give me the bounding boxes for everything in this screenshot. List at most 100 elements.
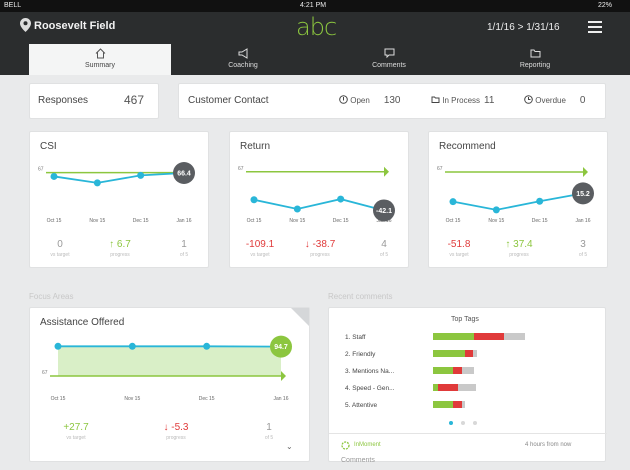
x-tick-label: Dec 15 <box>333 218 349 224</box>
folder-icon <box>530 49 540 58</box>
data-point[interactable] <box>203 342 211 350</box>
data-point[interactable] <box>293 205 301 213</box>
comments-next-label: Comments <box>341 457 375 464</box>
current-value-badge[interactable] <box>173 162 195 185</box>
inmoment-logo-icon <box>341 441 350 450</box>
tag-bar-positive[interactable] <box>433 350 466 357</box>
stat-caption: vs target <box>250 252 270 258</box>
date-range-selector[interactable]: 1/1/16 > 1/31/16 <box>487 22 560 33</box>
tag-bar-neutral[interactable] <box>462 367 475 374</box>
data-point[interactable] <box>50 172 58 180</box>
responses-label: Responses <box>38 95 89 106</box>
tag-bar-negative[interactable] <box>474 333 504 340</box>
location-name[interactable]: Roosevelt Field <box>34 20 116 32</box>
in-process-count[interactable]: In Process 11 <box>431 95 494 106</box>
target-label: 67 <box>42 370 48 376</box>
data-point[interactable] <box>337 195 345 203</box>
target-arrow-icon <box>384 166 389 177</box>
tab-comments[interactable]: Comments <box>318 44 460 75</box>
tag-bar-neutral[interactable] <box>457 384 477 391</box>
series-line <box>53 172 185 184</box>
focus-area-card[interactable]: Assistance Offered ⌄ 67 Oct 15 Nov 15 Dec 1… <box>29 307 310 462</box>
carousel-dot[interactable] <box>461 421 465 425</box>
tab-summary[interactable]: Summary <box>29 44 171 75</box>
data-point[interactable] <box>250 196 258 204</box>
tag-label: 3. Mentions Na... <box>345 368 395 375</box>
tag-bar-neutral[interactable] <box>503 333 525 340</box>
stat-value: ↑ 6.7 <box>109 239 131 250</box>
megaphone-icon <box>238 48 247 59</box>
stat-value: 4 <box>381 239 387 250</box>
data-point[interactable] <box>137 171 145 179</box>
collapse-chevron-icon[interactable]: ⌄ <box>286 442 293 451</box>
speech-bubble-icon <box>384 48 394 59</box>
current-value-label: 94.7 <box>274 344 288 351</box>
flip-corner-icon[interactable] <box>291 308 309 326</box>
trend-chart: 67 Oct 15 Nov 15 Dec 15 Jan 16 66.4 <box>38 162 195 224</box>
responses-count: 467 <box>124 93 145 107</box>
data-point[interactable] <box>128 342 136 350</box>
hamburger-menu-icon[interactable] <box>588 21 602 33</box>
x-tick-label: Dec 15 <box>133 218 149 224</box>
data-point[interactable] <box>492 206 500 214</box>
tag-bar-positive[interactable] <box>433 367 454 374</box>
overdue-count[interactable]: Overdue 0 <box>524 95 585 106</box>
stat-value: ↓ -5.3 <box>163 422 189 433</box>
stat-caption: vs target <box>66 435 86 441</box>
top-tags-card[interactable]: Top Tags InMoment 4 hours from now Comme… <box>328 307 607 464</box>
stat-value: +27.7 <box>63 422 89 433</box>
carrier: BELL <box>4 2 22 9</box>
current-value-badge[interactable] <box>572 182 594 205</box>
tag-label: 1. Staff <box>345 334 366 341</box>
data-point[interactable] <box>449 198 457 206</box>
tag-bar-negative[interactable] <box>453 401 463 408</box>
tag-bar-negative[interactable] <box>437 384 458 391</box>
tab-label: Reporting <box>519 62 551 69</box>
metric-card-recommend[interactable]: Recommend 67 Oct 15 Nov 15 Dec 15 Jan 16 15.2 -… <box>428 131 608 268</box>
tag-bar-neutral[interactable] <box>462 401 466 408</box>
stat-caption: progress <box>110 252 130 258</box>
tab-coaching[interactable]: Coaching <box>172 44 314 75</box>
focus-area-title: Assistance Offered <box>40 317 125 328</box>
target-label: 67 <box>238 166 244 172</box>
target-arrow-icon <box>281 370 286 381</box>
current-value-badge[interactable] <box>270 335 292 358</box>
carousel-dot[interactable] <box>473 421 477 425</box>
x-tick-label: Nov 15 <box>89 218 105 224</box>
clock: 4:21 PM <box>300 2 327 9</box>
target-label: 67 <box>437 166 443 172</box>
open-count[interactable]: Open 130 <box>339 95 401 106</box>
home-icon <box>95 48 105 59</box>
tag-bar-positive[interactable] <box>433 401 454 408</box>
stat-value: -109.1 <box>245 239 275 250</box>
data-point[interactable] <box>536 197 544 205</box>
current-value-badge[interactable] <box>373 199 395 222</box>
tag-bar-negative[interactable] <box>453 367 463 374</box>
tag-bar-positive[interactable] <box>433 384 438 391</box>
clock-icon <box>524 95 533 104</box>
metric-title: CSI <box>40 141 57 152</box>
x-tick-label: Oct 15 <box>446 218 461 224</box>
tab-reporting[interactable]: Reporting <box>464 44 606 75</box>
stat-value: 1 <box>181 239 187 250</box>
stat-value: -51.8 <box>447 239 471 250</box>
divider <box>329 433 607 434</box>
data-point[interactable] <box>54 342 62 350</box>
comment-time: 4 hours from now <box>525 442 572 448</box>
customer-contact-card[interactable]: Customer Contact Open 130 In Process 11 Ov… <box>178 83 606 119</box>
x-tick-label: Nov 15 <box>124 396 140 402</box>
responses-card[interactable]: Responses 467 <box>29 83 159 119</box>
comment-source: InMoment <box>354 442 381 448</box>
data-point[interactable] <box>93 179 101 187</box>
tag-bar-negative[interactable] <box>465 350 473 357</box>
carousel-dots[interactable] <box>449 421 489 427</box>
series-line <box>253 198 385 212</box>
stat-value: 3 <box>580 239 586 250</box>
carousel-dot-active[interactable] <box>449 421 453 425</box>
tag-bar-positive[interactable] <box>433 333 475 340</box>
tag-bar-neutral[interactable] <box>472 350 478 357</box>
metric-card-csi[interactable]: CSI 67 Oct 15 Nov 15 Dec 15 Jan 16 66.4 0 vs tar… <box>29 131 209 268</box>
location-pin-icon[interactable] <box>20 18 31 32</box>
